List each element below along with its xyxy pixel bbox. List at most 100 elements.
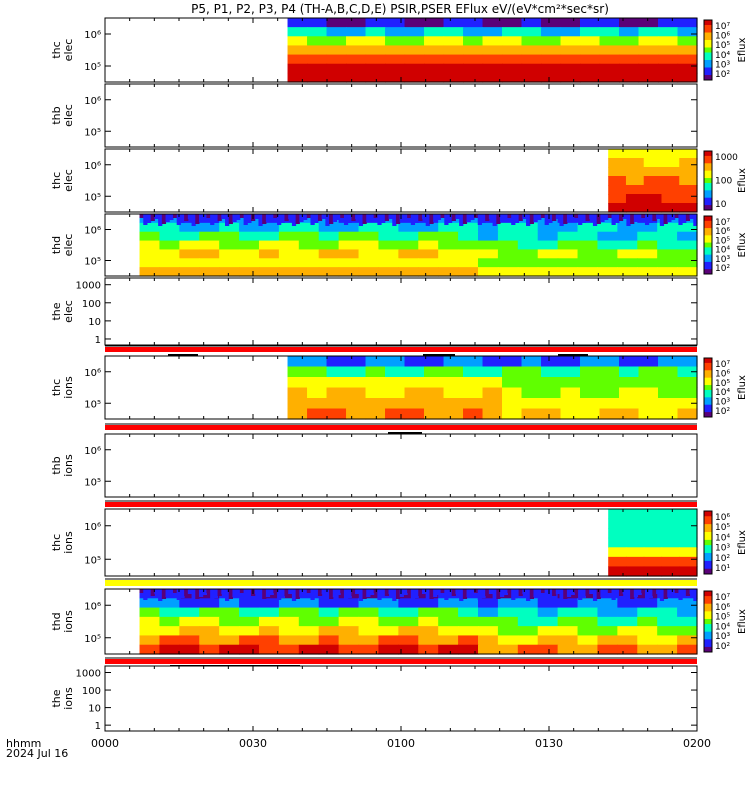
heatmap-noise bbox=[559, 214, 564, 226]
heatmap-noise bbox=[633, 214, 639, 222]
heatmap-noise bbox=[674, 214, 679, 218]
heatmap-noise bbox=[492, 589, 497, 601]
heatmap-noise bbox=[507, 214, 512, 218]
heatmap-cell bbox=[278, 644, 300, 655]
heatmap-noise bbox=[678, 214, 683, 225]
colorbar-swatch bbox=[704, 30, 712, 33]
colorbar-tick-label: 10² bbox=[715, 554, 730, 564]
heatmap-noise bbox=[496, 589, 501, 599]
heatmap-cell bbox=[477, 635, 499, 646]
heatmap-cell bbox=[159, 222, 180, 233]
heatmap-cell bbox=[677, 72, 698, 83]
heatmap-cell bbox=[298, 607, 320, 618]
heatmap-cell bbox=[458, 240, 479, 251]
colorbar-swatch bbox=[704, 596, 712, 600]
heatmap-cell bbox=[346, 18, 367, 28]
heatmap-cell bbox=[424, 45, 445, 56]
heatmap-cell bbox=[365, 36, 386, 47]
heatmap-noise bbox=[329, 214, 334, 224]
heatmap-cell bbox=[258, 607, 280, 618]
heatmap-noise bbox=[146, 589, 152, 598]
heatmap-cell bbox=[497, 267, 519, 277]
colorbar-swatch bbox=[704, 399, 712, 403]
heatmap-cell bbox=[298, 222, 320, 233]
heatmap-noise bbox=[310, 214, 315, 225]
colorbar-swatch bbox=[704, 409, 712, 413]
heatmap-cell bbox=[643, 194, 663, 204]
heatmap-cell bbox=[658, 408, 679, 420]
heatmap-cell bbox=[557, 222, 579, 233]
heatmap-cell bbox=[258, 626, 280, 637]
heatmap-cell bbox=[637, 249, 658, 259]
flag-marker bbox=[168, 354, 198, 356]
heatmap-cell bbox=[298, 616, 320, 627]
heatmap-cell bbox=[502, 356, 523, 368]
colorbar-swatch bbox=[704, 360, 712, 364]
heatmap-cell bbox=[597, 222, 618, 233]
heatmap-cell bbox=[577, 258, 599, 268]
colorbar-swatch bbox=[704, 365, 712, 369]
heatmap-cell bbox=[365, 387, 386, 399]
heatmap-cell bbox=[657, 635, 678, 646]
heatmap-noise bbox=[265, 214, 271, 222]
panel-the-ions: 1000 100 10 1 theions bbox=[50, 665, 698, 732]
heatmap-cell bbox=[458, 249, 479, 259]
heatmap-noise bbox=[440, 214, 445, 218]
time-axis: hhmm 2024 Jul 16 0000 0030 0100 0130 0200 bbox=[6, 737, 711, 760]
heatmap-cell bbox=[258, 598, 280, 609]
heatmap-cell bbox=[502, 366, 523, 378]
heatmap-noise bbox=[314, 589, 319, 598]
heatmap-cell bbox=[287, 45, 308, 56]
heatmap-noise bbox=[169, 214, 174, 220]
heatmap-noise bbox=[678, 589, 683, 600]
heatmap-cell bbox=[625, 185, 645, 195]
heatmap-cell bbox=[258, 616, 280, 627]
heatmap-cell bbox=[637, 267, 658, 277]
heatmap-noise bbox=[611, 214, 616, 225]
heatmap-noise bbox=[180, 214, 185, 223]
heatmap-cell bbox=[338, 249, 360, 259]
heatmap-noise bbox=[674, 589, 679, 593]
heatmap-noise bbox=[656, 589, 661, 594]
heatmap-cell bbox=[326, 408, 347, 420]
heatmap-noise bbox=[607, 589, 613, 593]
heatmap-cell bbox=[638, 356, 659, 368]
colorbar-tick-label: 10⁷ bbox=[715, 218, 730, 228]
heatmap-cell bbox=[318, 231, 340, 242]
heatmap-cell bbox=[298, 214, 320, 224]
heatmap-cell bbox=[378, 644, 399, 655]
colorbar-swatch bbox=[704, 550, 712, 554]
colorbar-frame bbox=[703, 510, 713, 575]
heatmap-cell bbox=[560, 356, 581, 368]
panel-frame bbox=[104, 83, 698, 148]
heatmap-cell bbox=[517, 607, 539, 618]
heatmap-cell bbox=[438, 222, 459, 233]
heatmap-cell bbox=[424, 72, 445, 83]
colorbar-tick-label: 1000 bbox=[715, 153, 738, 163]
ylabel-line: ions bbox=[62, 454, 75, 477]
heatmap-cell bbox=[537, 635, 559, 646]
heatmap-cell bbox=[658, 356, 679, 368]
colorbar-swatch bbox=[704, 163, 712, 167]
heatmap-cell bbox=[638, 45, 659, 56]
heatmap-noise bbox=[466, 214, 471, 222]
heatmap-cell bbox=[537, 222, 559, 233]
x-tick-label: 0030 bbox=[239, 737, 267, 750]
colorbar-swatch bbox=[704, 534, 712, 538]
colorbar-swatch bbox=[704, 216, 712, 219]
heatmap-cell bbox=[424, 18, 445, 28]
heatmap-cell bbox=[398, 258, 419, 268]
colorbar-swatch bbox=[704, 611, 712, 615]
heatmap-noise bbox=[213, 214, 219, 223]
heatmap-cell bbox=[608, 528, 627, 539]
heatmap-cell bbox=[365, 366, 386, 378]
heatmap-cell bbox=[677, 377, 698, 389]
colorbar-swatch bbox=[704, 634, 712, 638]
heatmap-noise bbox=[184, 589, 189, 596]
heatmap-cell bbox=[617, 231, 638, 242]
heatmap-cell bbox=[307, 63, 328, 74]
heatmap-cell bbox=[219, 616, 240, 627]
heatmap-noise bbox=[418, 589, 423, 596]
